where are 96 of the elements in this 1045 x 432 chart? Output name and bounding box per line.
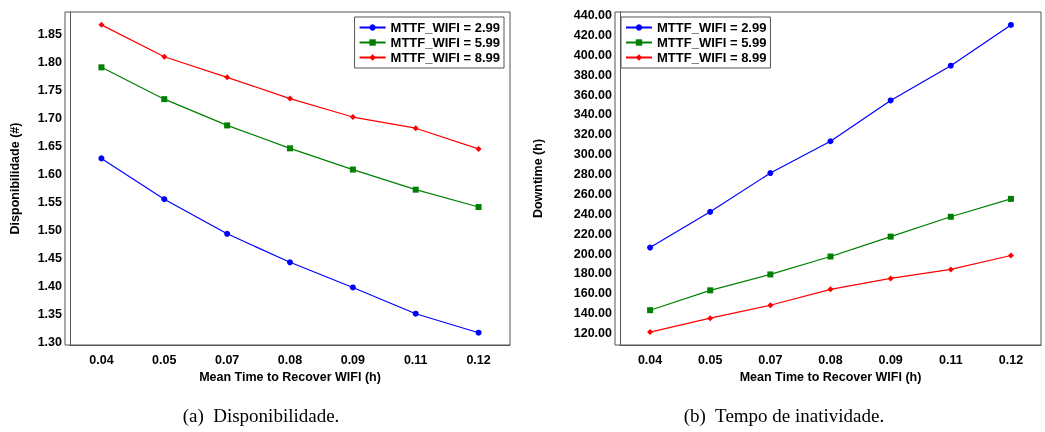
y-tick-label: 1.30 (37, 334, 63, 349)
point (887, 97, 894, 104)
y-tick-label: 200.00 (573, 246, 613, 261)
y-axis-title: Disponibilidade (#) (7, 122, 22, 235)
y-tick-label: 340.00 (573, 107, 613, 122)
legend-label: MTTF_WIFI = 5.99 (657, 35, 767, 50)
point (98, 64, 105, 71)
point (224, 122, 231, 129)
point (767, 302, 774, 309)
point (287, 145, 293, 152)
y-tick-label: 1.80 (37, 55, 63, 70)
y-tick-label: 360.00 (573, 87, 613, 102)
legend-label: MTTF_WIFI = 5.99 (390, 35, 500, 50)
y-tick-label: 1.55 (37, 194, 63, 209)
y-tick-label: 420.00 (573, 27, 613, 42)
point (412, 186, 419, 193)
x-tick-label: 0.11 (938, 352, 963, 367)
point (1007, 21, 1014, 28)
point (827, 286, 834, 293)
x-tick-label: 0.07 (214, 352, 240, 367)
y-tick-label: 1.50 (37, 222, 63, 237)
point (287, 95, 293, 102)
point (947, 266, 954, 273)
y-axis-title: Downtime (h) (530, 138, 545, 219)
y-tick-label: 220.00 (573, 226, 613, 241)
x-tick-label: 0.11 (403, 352, 428, 367)
point (224, 230, 231, 237)
point (707, 287, 714, 294)
legend-label: MTTF_WIFI = 8.99 (390, 50, 500, 65)
point (767, 170, 774, 177)
y-tick-label: 260.00 (573, 186, 613, 201)
y-tick-label: 1.40 (37, 278, 63, 293)
point (827, 138, 834, 145)
point (224, 74, 231, 81)
point (707, 315, 714, 322)
y-tick-label: 180.00 (573, 266, 613, 281)
point (767, 271, 774, 278)
point (98, 155, 105, 162)
point (349, 166, 356, 173)
y-tick-label: 1.65 (37, 139, 63, 154)
y-tick-label: 140.00 (573, 306, 613, 321)
y-tick-label: 440.00 (573, 7, 613, 22)
x-tick-label: 0.12 (998, 352, 1024, 367)
y-tick-label: 240.00 (573, 206, 613, 221)
point (161, 196, 168, 203)
point (647, 244, 654, 251)
x-tick-label: 0.05 (698, 352, 723, 367)
point (349, 114, 356, 121)
x-tick-label: 0.12 (466, 352, 491, 367)
point (827, 253, 834, 260)
point (647, 329, 654, 336)
point (161, 53, 168, 60)
text: (b) Tempo de inatividade. (683, 405, 885, 427)
y-tick-label: 280.00 (573, 167, 613, 182)
y-tick-label: 320.00 (573, 127, 613, 142)
point (412, 125, 419, 132)
point (1007, 195, 1014, 202)
point (947, 213, 954, 220)
y-tick-label: 1.70 (37, 111, 63, 126)
y-tick-label: 160.00 (573, 286, 613, 301)
point (475, 145, 482, 152)
x-tick-label: 0.08 (818, 352, 843, 367)
x-tick-label: 0.04 (89, 352, 114, 367)
x-tick-label: 0.09 (340, 352, 366, 367)
point (647, 307, 654, 314)
y-tick-label: 1.60 (37, 167, 63, 182)
point (98, 21, 105, 28)
y-tick-label: 380.00 (573, 67, 613, 82)
y-tick-label: 1.35 (37, 306, 63, 321)
point (161, 96, 168, 103)
point (887, 233, 894, 240)
point (1007, 252, 1014, 259)
point (475, 203, 482, 210)
point (287, 259, 293, 266)
y-tick-label: 1.75 (37, 83, 63, 98)
point (947, 62, 954, 69)
x-tick-label: 0.09 (878, 352, 903, 367)
y-tick-label: 300.00 (573, 147, 613, 162)
point (349, 284, 356, 291)
y-tick-label: 1.45 (37, 250, 63, 265)
x-tick-label: 0.07 (758, 352, 783, 367)
x-tick-label: 0.04 (637, 352, 663, 367)
legend-label: MTTF_WIFI = 2.99 (390, 20, 500, 35)
y-tick-label: 400.00 (573, 47, 613, 62)
y-tick-label: 1.85 (37, 27, 63, 42)
legend-label: MTTF_WIFI = 8.99 (657, 50, 767, 65)
x-tick-label: 0.05 (152, 352, 177, 367)
y-tick-label: 120.00 (573, 326, 613, 341)
x-tick-label: 0.08 (277, 352, 303, 367)
x-axis-title: Mean Time to Recover WIFI (h) (739, 370, 922, 385)
point (887, 275, 894, 282)
x-axis-title: Mean Time to Recover WIFI (h) (199, 370, 381, 385)
point (707, 208, 714, 215)
legend-label: MTTF_WIFI = 2.99 (657, 20, 767, 35)
point (412, 310, 419, 317)
text: (a) Disponibilidade. (182, 405, 340, 427)
